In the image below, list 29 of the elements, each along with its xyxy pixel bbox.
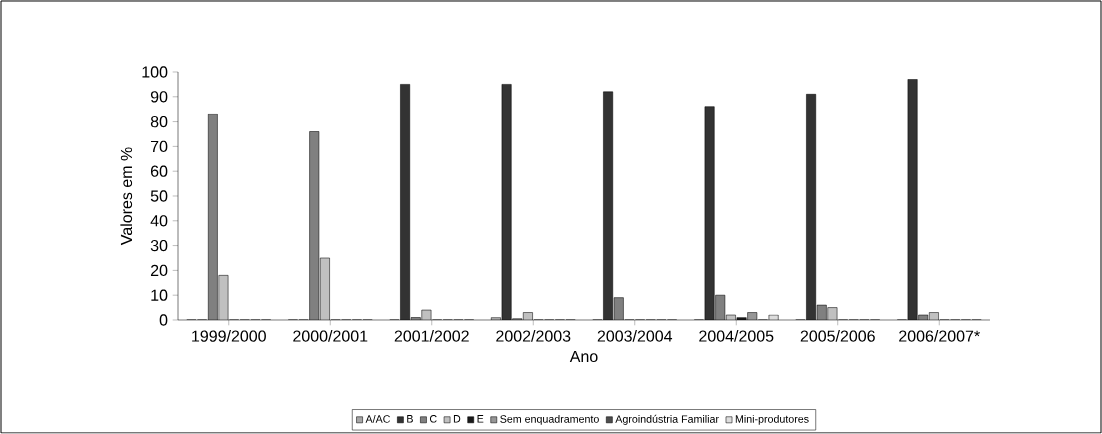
x-tick-label: 2000/2001 [293, 330, 368, 342]
x-tick-label: 2002/2003 [496, 330, 571, 342]
y-tick-label: 60 [150, 165, 168, 177]
y-tick-label: 50 [150, 190, 168, 202]
y-tick-label: 100 [142, 66, 168, 78]
y-tick-label: 70 [150, 140, 168, 153]
x-tick-label: 2001/2002 [394, 330, 469, 342]
y-axis-title: Valores em % [120, 147, 133, 246]
y-tick-label: 30 [150, 239, 168, 252]
x-tick-label: 1999/2000 [192, 330, 266, 342]
legend-label: B [407, 415, 413, 423]
legend-label: E [477, 415, 484, 423]
y-tick-label: 20 [150, 264, 168, 277]
x-tick-label: 2004/2005 [699, 330, 774, 342]
legend-label: Agroindústria Familiar [615, 414, 719, 425]
legend-label: D [453, 415, 461, 423]
y-tick-label: 90 [150, 91, 168, 103]
legend-label: C [429, 415, 437, 423]
legend-label: Sem enquadramento [500, 414, 599, 425]
x-tick-label: 2006/2007* [899, 330, 980, 342]
x-tick-label: 2003/2004 [597, 330, 673, 342]
y-tick-label: 0 [159, 314, 168, 326]
legend-label: A/AC [365, 414, 391, 423]
legend-label: Mini-produtores [735, 414, 809, 425]
y-tick-label: 80 [150, 115, 168, 128]
y-tick-label: 40 [150, 215, 168, 227]
x-axis-title: Ano [569, 350, 598, 363]
x-tick-label: 2005/2006 [800, 330, 875, 342]
y-tick-label: 10 [151, 289, 168, 301]
